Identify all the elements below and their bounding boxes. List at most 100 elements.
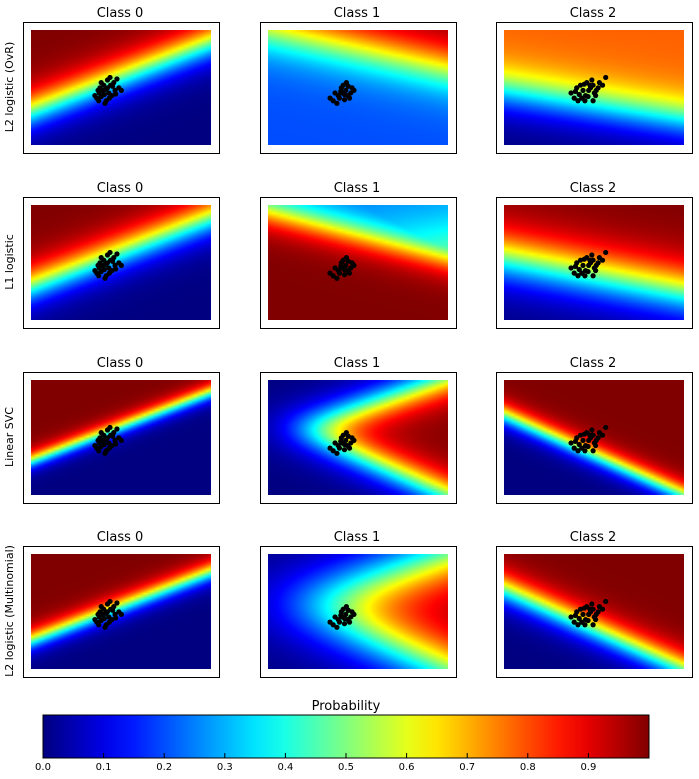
axes-frame bbox=[23, 22, 220, 154]
scatter-point bbox=[575, 98, 581, 104]
scatter-point bbox=[576, 266, 582, 273]
panel-r1-c0 bbox=[23, 197, 220, 329]
scatter-point bbox=[113, 266, 119, 272]
scatter-point bbox=[102, 100, 108, 106]
scatter-point bbox=[345, 83, 351, 89]
scatter-point bbox=[595, 85, 601, 91]
scatter-point bbox=[599, 82, 606, 88]
scatter-point bbox=[581, 605, 587, 611]
scatter-point bbox=[346, 445, 353, 451]
scatter-point bbox=[338, 612, 344, 619]
scatter-point bbox=[581, 81, 587, 87]
scatter-point bbox=[343, 611, 349, 617]
scatter-point bbox=[330, 98, 336, 104]
panel-r2-c0 bbox=[23, 372, 220, 504]
scatter-point bbox=[113, 91, 119, 97]
title-r1-c1: Class 1 bbox=[334, 181, 381, 196]
colorbar-tick-label: 0.2 bbox=[156, 762, 172, 773]
axes-frame bbox=[23, 197, 220, 329]
scatter-point bbox=[98, 80, 104, 86]
scatter-point bbox=[107, 598, 113, 605]
panel-r0-c2 bbox=[496, 22, 693, 154]
scatter-point bbox=[101, 615, 107, 622]
scatter-point bbox=[575, 273, 581, 279]
scatter-point bbox=[571, 619, 577, 625]
title-r3-c1: Class 1 bbox=[334, 530, 381, 545]
scatter-point bbox=[107, 424, 113, 431]
scatter-point bbox=[345, 433, 351, 439]
scatter-point bbox=[346, 270, 353, 276]
scatter-point bbox=[587, 82, 593, 88]
scatter-point bbox=[114, 600, 120, 606]
title-r0-c1: Class 1 bbox=[334, 6, 381, 21]
scatter-point bbox=[568, 90, 574, 96]
scatter-point bbox=[599, 606, 606, 612]
scatter-point bbox=[575, 622, 581, 628]
title-r3-c2: Class 2 bbox=[570, 530, 617, 545]
scatter-point bbox=[576, 441, 582, 448]
axes-frame bbox=[496, 197, 693, 329]
scatter-point bbox=[572, 438, 579, 445]
scatter-point bbox=[338, 88, 344, 95]
scatter-point bbox=[580, 611, 586, 617]
scatter-point bbox=[590, 98, 596, 104]
scatter-point bbox=[576, 615, 582, 622]
scatter-point bbox=[113, 615, 119, 621]
scatter-point bbox=[582, 448, 588, 454]
colorbar-tick-label: 0.6 bbox=[399, 762, 415, 773]
row-label-1: L1 logistic bbox=[3, 234, 16, 290]
colorbar-tick-label: 0.4 bbox=[277, 762, 293, 773]
axes-frame bbox=[260, 372, 457, 504]
panel-r1-c1 bbox=[260, 197, 457, 329]
scatter-point bbox=[106, 619, 112, 625]
scatter-point bbox=[595, 260, 601, 266]
scatter-point bbox=[589, 601, 595, 607]
scatter-point bbox=[593, 616, 599, 623]
scatter-point bbox=[587, 432, 593, 438]
scatter-point bbox=[332, 90, 338, 96]
panel-grid bbox=[23, 22, 693, 678]
scatter-point bbox=[96, 98, 102, 104]
scatter-point bbox=[95, 437, 101, 443]
scatter-point bbox=[572, 263, 579, 270]
scatter-point bbox=[332, 440, 338, 446]
title-r0-c2: Class 2 bbox=[570, 6, 617, 21]
scatter-point bbox=[341, 621, 348, 627]
scatter-point bbox=[572, 612, 579, 619]
scatter-point bbox=[581, 256, 587, 262]
panel-r2-c2 bbox=[496, 372, 693, 504]
colorbar-tick-label: 0.1 bbox=[96, 762, 112, 773]
row-label-3: L2 logistic (Multinomial) bbox=[3, 545, 16, 677]
scatter-point bbox=[341, 272, 348, 278]
scatter-point bbox=[109, 83, 116, 89]
scatter-point bbox=[338, 438, 344, 445]
scatter-point bbox=[96, 448, 102, 454]
axes-frame bbox=[260, 22, 457, 154]
axes-frame bbox=[23, 546, 220, 678]
panel-r1-c2 bbox=[496, 197, 693, 329]
scatter-point bbox=[109, 433, 116, 439]
scatter-point bbox=[95, 262, 101, 268]
panel-r0-c0 bbox=[23, 22, 220, 154]
scatter-point bbox=[96, 273, 102, 279]
colorbar-ticks: 0.0 0.1 0.2 0.3 0.4 0.5 0.6 0.7 0.8 0.9 bbox=[35, 753, 596, 773]
scatter-point bbox=[330, 448, 336, 454]
scatter-point bbox=[107, 249, 113, 256]
scatter-point bbox=[101, 441, 107, 448]
scatter-point bbox=[593, 92, 599, 99]
scatter-point bbox=[593, 267, 599, 274]
scatter-point bbox=[102, 450, 108, 456]
title-r1-c0: Class 0 bbox=[97, 181, 144, 196]
colorbar-tick-label: 0.9 bbox=[580, 762, 596, 773]
title-r2-c2: Class 2 bbox=[570, 356, 617, 371]
scatter-point bbox=[330, 622, 336, 628]
axes-frame bbox=[260, 546, 457, 678]
scatter-point bbox=[351, 87, 357, 93]
scatter-point bbox=[334, 100, 340, 106]
scatter-point bbox=[590, 273, 596, 279]
heatmap-r0-c1 bbox=[268, 30, 448, 145]
scatter-point bbox=[585, 617, 591, 624]
scatter-point bbox=[338, 263, 344, 270]
scatter-point bbox=[106, 270, 112, 276]
scatter-point bbox=[582, 273, 588, 279]
